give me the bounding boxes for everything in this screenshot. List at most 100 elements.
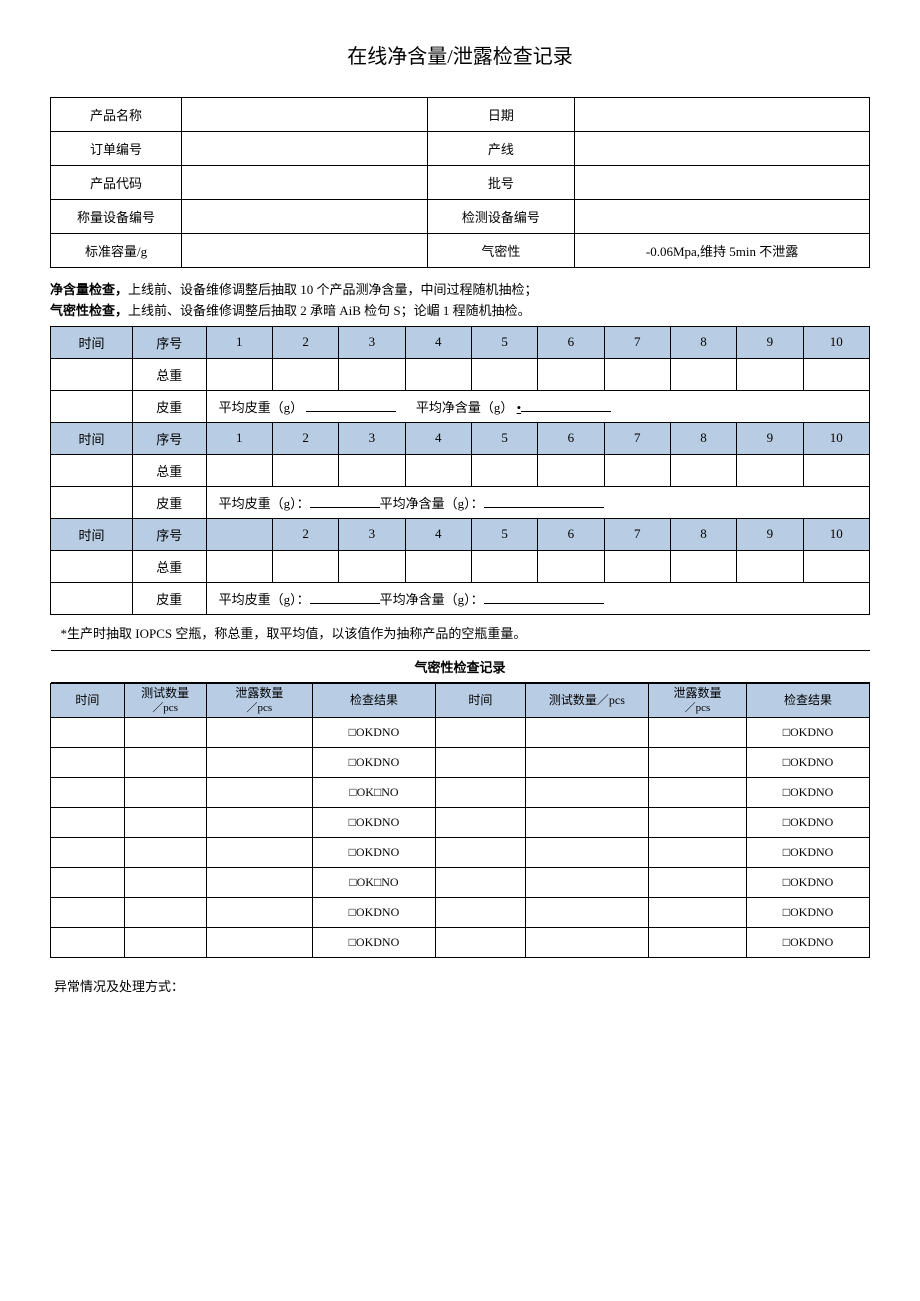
leak-hdr-testqty-r: 测试数量／pcs [525,683,648,718]
value-airtight: -0.06Mpa,维持 5min 不泄露 [575,234,870,268]
value-detect-equip [575,200,870,234]
nc2-gross-label: 总重 [132,454,206,486]
nc2-time-cell2 [51,486,133,518]
nc3-col-5: 5 [471,518,537,550]
leak-hdr-result-l: 检查结果 [313,683,436,718]
nc1-time-cell [51,358,133,390]
leak-section-title: 气密性检查记录 [51,650,870,682]
netcontent-table: 时间 序号 1 2 3 4 5 6 7 8 9 10 总重 皮重 平均皮重（g）… [50,326,870,683]
label-product-code: 产品代码 [51,166,182,200]
label-line: 产线 [427,132,574,166]
leak-result-left: □OK□NO [313,868,436,898]
label-std-capacity: 标准容量/g [51,234,182,268]
leak-result-right: □OKDNO [747,748,870,778]
instr1-rest: 上线前、设备维修调整后抽取 10 个产品测净含量，中间过程随机抽检； [128,282,538,297]
label-weigh-equip: 称量设备编号 [51,200,182,234]
nc3-col-8: 8 [670,518,736,550]
nc1-col-10: 10 [803,326,869,358]
instr2-bold: 气密性检查， [50,303,128,318]
label-product-name: 产品名称 [51,98,182,132]
value-product-name [182,98,428,132]
nc2-avg-row: 平均皮重（g）：平均净含量（g）： [206,486,869,518]
leak-row: □OKDNO □OKDNO [51,838,870,868]
nc1-time-cell2 [51,390,133,422]
leak-result-right: □OKDNO [747,868,870,898]
nc2-time-cell [51,454,133,486]
nc3-gross-label: 总重 [132,550,206,582]
nc2-time-label: 时间 [51,422,133,454]
leak-hdr-time-l: 时间 [51,683,125,718]
nc1-col-9: 9 [737,326,803,358]
leak-result-right: □OKDNO [747,808,870,838]
nc3-col-1 [206,518,272,550]
nc2-col-9: 9 [737,422,803,454]
leak-result-left: □OKDNO [313,718,436,748]
nc-note: *生产时抽取 IOPCS 空瓶，称总重，取平均值，以该值作为抽称产品的空瓶重量。 [51,614,870,650]
value-line [575,132,870,166]
leak-result-left: □OKDNO [313,898,436,928]
label-detect-equip: 检测设备编号 [427,200,574,234]
nc2-col-7: 7 [604,422,670,454]
leak-row: □OKDNO □OKDNO [51,808,870,838]
nc3-col-6: 6 [538,518,604,550]
leak-result-right: □OKDNO [747,898,870,928]
leak-hdr-time-r: 时间 [435,683,525,718]
label-order-no: 订单编号 [51,132,182,166]
nc3-time-label: 时间 [51,518,133,550]
leak-result-left: □OKDNO [313,928,436,958]
leak-result-left: □OKDNO [313,838,436,868]
nc2-tare-label: 皮重 [132,486,206,518]
label-airtight: 气密性 [427,234,574,268]
leak-result-right: □OKDNO [747,838,870,868]
leak-row: □OK□NO □OKDNO [51,778,870,808]
nc1-avg-row: 平均皮重（g） 平均净含量（g） • [206,390,869,422]
value-product-code [182,166,428,200]
leak-row: □OK□NO □OKDNO [51,868,870,898]
nc3-col-9: 9 [737,518,803,550]
instr2-rest: 上线前、设备维修调整后抽取 2 承暗 AiB 检句 S；论嵋 1 程随机抽检。 [128,303,531,318]
label-batch: 批号 [427,166,574,200]
leak-result-right: □OKDNO [747,928,870,958]
page-title: 在线净含量/泄露检查记录 [50,40,870,69]
value-date [575,98,870,132]
info-table: 产品名称 日期 订单编号 产线 产品代码 批号 称量设备编号 检测设备编号 标准… [50,97,870,268]
nc3-col-4: 4 [405,518,471,550]
label-date: 日期 [427,98,574,132]
nc1-col-3: 3 [339,326,405,358]
nc3-col-3: 3 [339,518,405,550]
nc1-col-2: 2 [272,326,338,358]
leak-result-left: □OK□NO [313,778,436,808]
leak-hdr-result-r: 检查结果 [747,683,870,718]
nc3-time-cell [51,550,133,582]
nc1-time-label: 时间 [51,326,133,358]
footer-abnormal: 异常情况及处理方式： [50,958,870,1045]
nc1-col-6: 6 [538,326,604,358]
nc3-seq-label: 序号 [132,518,206,550]
nc1-tare-label: 皮重 [132,390,206,422]
nc3-col-2: 2 [272,518,338,550]
leak-hdr-leakqty-r: 泄露数量／pcs [648,683,746,718]
nc1-col-5: 5 [471,326,537,358]
nc2-col-6: 6 [538,422,604,454]
nc1-gross-label: 总重 [132,358,206,390]
nc3-avg-row: 平均皮重（g）：平均净含量（g）： [206,582,869,614]
leak-result-left: □OKDNO [313,808,436,838]
value-order-no [182,132,428,166]
nc2-col-10: 10 [803,422,869,454]
nc2-col-5: 5 [471,422,537,454]
nc2-col-8: 8 [670,422,736,454]
leak-result-right: □OKDNO [747,778,870,808]
nc3-tare-label: 皮重 [132,582,206,614]
nc2-col-1: 1 [206,422,272,454]
nc1-seq-label: 序号 [132,326,206,358]
leak-hdr-leakqty-l: 泄露数量／pcs [206,683,312,718]
nc1-col-7: 7 [604,326,670,358]
value-batch [575,166,870,200]
instructions-block: 净含量检查，上线前、设备维修调整后抽取 10 个产品测净含量，中间过程随机抽检；… [50,280,870,322]
leak-row: □OKDNO□OKDNO [51,748,870,778]
nc1-col-8: 8 [670,326,736,358]
instr1-bold: 净含量检查， [50,282,128,297]
leak-result-right: □OKDNO [747,718,870,748]
nc3-col-10: 10 [803,518,869,550]
nc3-time-cell2 [51,582,133,614]
